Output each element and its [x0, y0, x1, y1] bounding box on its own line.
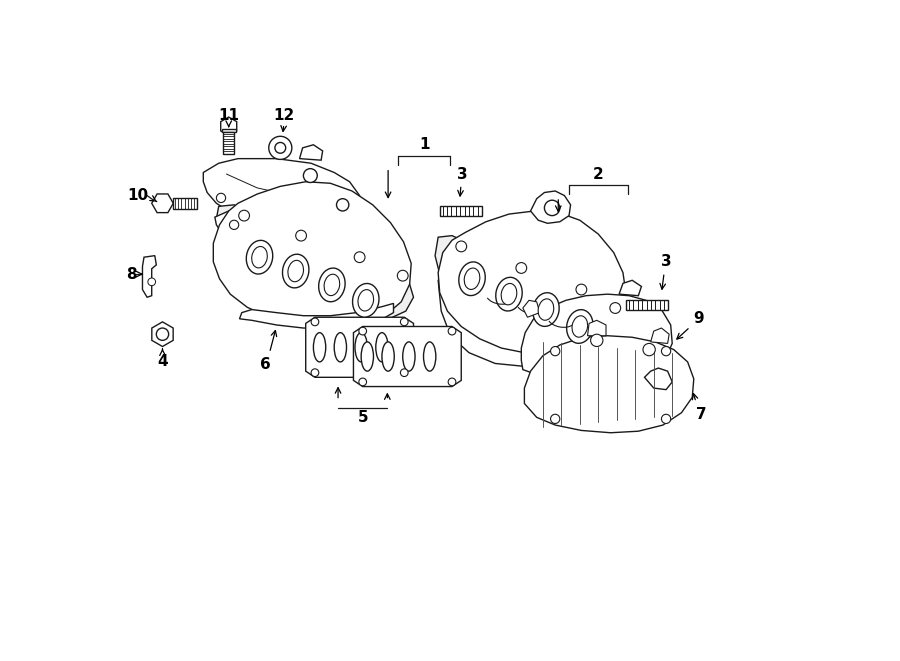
Ellipse shape: [572, 316, 588, 337]
Polygon shape: [152, 322, 173, 346]
Ellipse shape: [334, 332, 346, 362]
Polygon shape: [525, 336, 694, 433]
Ellipse shape: [382, 342, 394, 371]
Polygon shape: [239, 303, 393, 328]
Circle shape: [269, 136, 292, 159]
Polygon shape: [651, 328, 669, 344]
Circle shape: [311, 369, 319, 377]
Text: 4: 4: [158, 354, 167, 369]
Circle shape: [230, 220, 238, 229]
Circle shape: [544, 200, 560, 215]
Circle shape: [397, 270, 408, 281]
Ellipse shape: [324, 274, 339, 295]
Polygon shape: [220, 117, 237, 136]
Polygon shape: [619, 280, 642, 295]
Polygon shape: [440, 206, 482, 215]
Circle shape: [448, 378, 456, 386]
Ellipse shape: [402, 342, 415, 371]
Polygon shape: [438, 211, 626, 354]
Circle shape: [610, 303, 621, 313]
Text: 8: 8: [126, 266, 137, 282]
Circle shape: [337, 199, 349, 211]
Polygon shape: [215, 211, 244, 237]
Ellipse shape: [424, 342, 436, 371]
Ellipse shape: [252, 247, 267, 268]
Circle shape: [456, 241, 466, 252]
Circle shape: [216, 193, 226, 202]
Circle shape: [296, 230, 307, 241]
Circle shape: [576, 284, 587, 295]
Polygon shape: [588, 321, 606, 336]
Circle shape: [551, 346, 560, 356]
Circle shape: [448, 327, 456, 335]
Circle shape: [238, 210, 249, 221]
Polygon shape: [142, 256, 157, 297]
Ellipse shape: [353, 284, 379, 317]
Ellipse shape: [355, 332, 367, 362]
Text: 1: 1: [419, 137, 429, 152]
Circle shape: [551, 414, 560, 424]
Ellipse shape: [376, 332, 388, 362]
Polygon shape: [173, 198, 197, 209]
Text: 6: 6: [260, 358, 271, 373]
Text: 10: 10: [127, 188, 148, 203]
Circle shape: [590, 334, 603, 346]
Circle shape: [157, 328, 168, 340]
Ellipse shape: [247, 241, 273, 274]
Polygon shape: [523, 300, 540, 317]
Polygon shape: [521, 294, 672, 383]
Ellipse shape: [283, 254, 309, 288]
Ellipse shape: [313, 332, 326, 362]
Ellipse shape: [496, 278, 522, 311]
Ellipse shape: [361, 342, 374, 371]
Polygon shape: [438, 229, 623, 367]
Ellipse shape: [567, 309, 593, 343]
Ellipse shape: [288, 260, 303, 282]
Polygon shape: [626, 300, 669, 309]
Polygon shape: [221, 130, 236, 132]
Text: 12: 12: [274, 108, 295, 123]
Circle shape: [148, 278, 156, 286]
Text: 3: 3: [661, 254, 671, 269]
Text: 3: 3: [457, 167, 468, 182]
Circle shape: [662, 414, 670, 424]
Ellipse shape: [538, 299, 554, 320]
Polygon shape: [216, 205, 413, 321]
Circle shape: [400, 369, 408, 377]
Polygon shape: [644, 368, 672, 389]
Polygon shape: [530, 191, 571, 223]
Circle shape: [274, 143, 285, 153]
Text: 7: 7: [697, 407, 706, 422]
Circle shape: [662, 346, 670, 356]
Polygon shape: [152, 194, 174, 213]
Circle shape: [400, 318, 408, 326]
Polygon shape: [300, 145, 322, 160]
Circle shape: [355, 252, 365, 262]
Polygon shape: [435, 235, 626, 353]
Ellipse shape: [319, 268, 345, 302]
Circle shape: [303, 169, 318, 182]
Ellipse shape: [459, 262, 485, 295]
Polygon shape: [354, 327, 461, 387]
Circle shape: [311, 318, 319, 326]
Text: 9: 9: [693, 311, 704, 327]
Text: 2: 2: [593, 167, 604, 182]
Circle shape: [359, 327, 366, 335]
Polygon shape: [203, 159, 360, 225]
Circle shape: [516, 262, 526, 274]
Text: 11: 11: [218, 108, 239, 123]
Ellipse shape: [501, 284, 517, 305]
Polygon shape: [213, 182, 411, 327]
Ellipse shape: [358, 290, 374, 311]
Circle shape: [359, 378, 366, 386]
Ellipse shape: [533, 293, 559, 327]
Polygon shape: [306, 317, 413, 377]
Ellipse shape: [464, 268, 480, 290]
Circle shape: [643, 344, 655, 356]
Polygon shape: [223, 132, 234, 154]
Text: 5: 5: [357, 410, 368, 425]
